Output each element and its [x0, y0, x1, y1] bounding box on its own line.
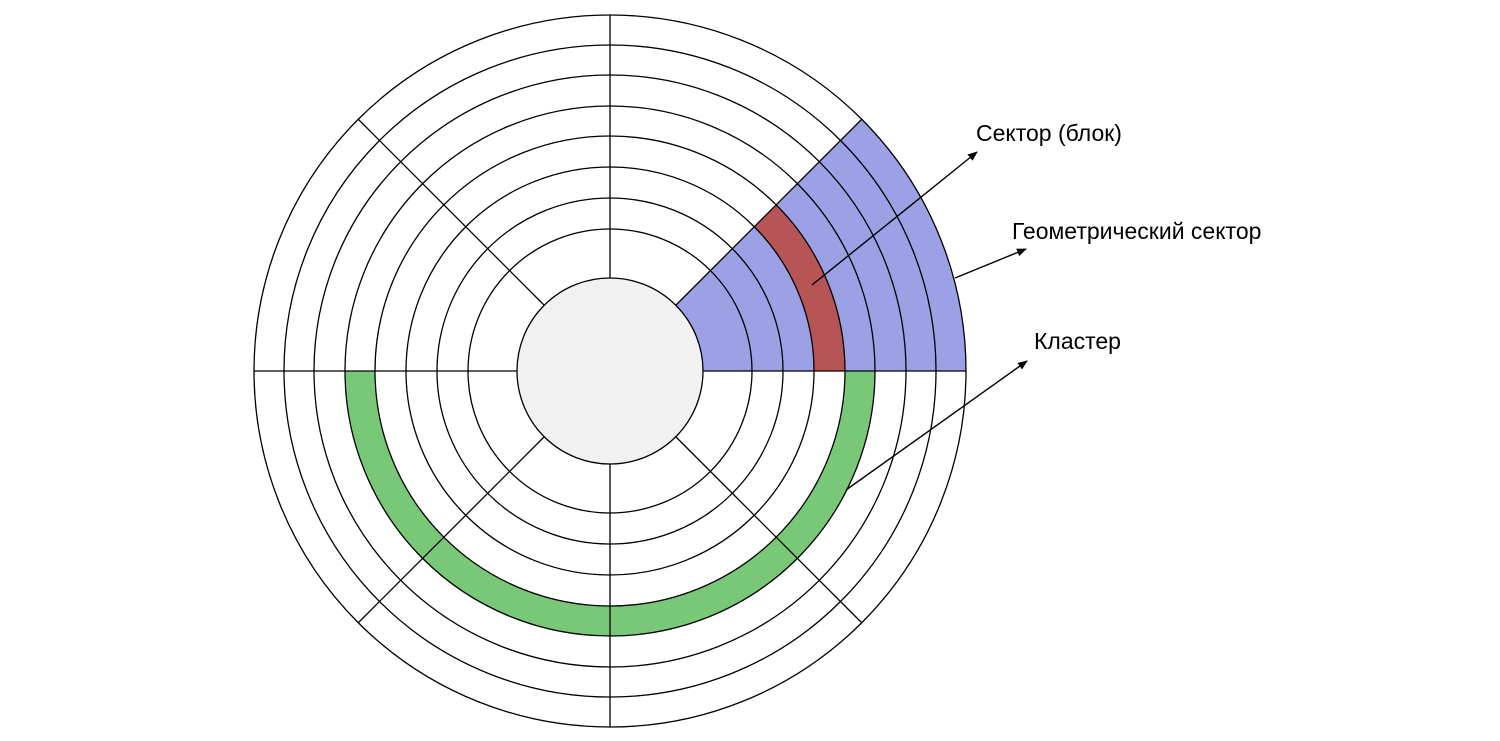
sector-dividers	[254, 15, 966, 727]
sector-block-segment	[754, 204, 845, 371]
sector-block-arrow	[811, 151, 978, 286]
sector-divider	[357, 118, 545, 306]
disk-hub-layer	[516, 277, 704, 465]
sector-divider	[357, 436, 545, 624]
cluster-arrow	[845, 360, 1028, 491]
geometric-sector-arrow	[954, 248, 1027, 279]
cluster-label: Кластер	[1034, 328, 1121, 354]
callout-arrows	[811, 151, 1028, 491]
highlight-fills	[345, 119, 966, 636]
disk-hub	[516, 277, 704, 465]
sector-divider	[675, 436, 863, 624]
sector-block-label: Сектор (блок)	[976, 120, 1122, 146]
sector-divider	[675, 118, 863, 306]
geometric-sector-label: Геометрический сектор	[1012, 218, 1262, 244]
cluster-arc	[345, 371, 875, 636]
geometric-sector-wedge	[675, 119, 966, 371]
